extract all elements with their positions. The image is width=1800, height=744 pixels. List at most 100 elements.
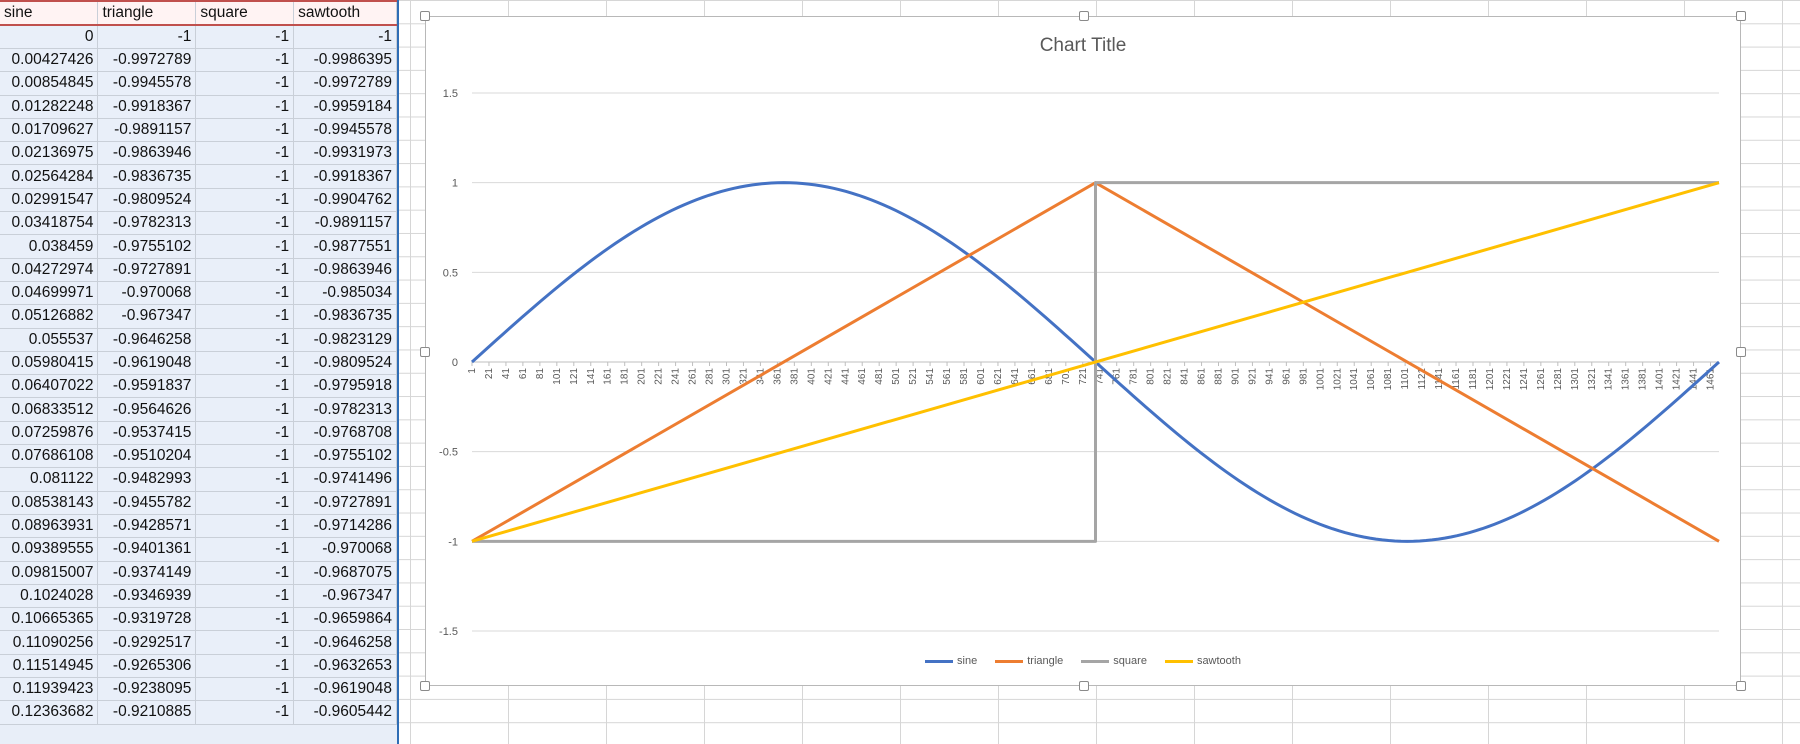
cell-triangle[interactable]: -0.9428571 xyxy=(97,514,197,539)
cell-triangle[interactable]: -0.9210885 xyxy=(97,700,197,725)
cell-sine[interactable]: 0.12363682 xyxy=(0,700,99,725)
cell-triangle[interactable]: -0.9537415 xyxy=(97,421,197,446)
data-table-range[interactable]: sine triangle square sawtooth 0 -1 -1 -1 0.0… xyxy=(0,0,399,744)
cell-sawtooth[interactable]: -0.9809524 xyxy=(293,351,397,376)
cell-sawtooth[interactable]: -0.9986395 xyxy=(293,48,397,73)
cell-sine[interactable]: 0.04272974 xyxy=(0,258,99,282)
cell-sawtooth[interactable]: -0.9945578 xyxy=(293,118,397,143)
cell-triangle[interactable]: -0.9401361 xyxy=(97,537,197,562)
cell-sine[interactable]: 0.00854845 xyxy=(0,71,99,96)
legend-item-sine[interactable]: sine xyxy=(925,655,977,667)
cell-triangle[interactable]: -0.9727891 xyxy=(97,258,197,282)
cell-sawtooth[interactable]: -0.9755102 xyxy=(293,444,397,469)
cell-triangle[interactable]: -0.9836735 xyxy=(97,164,197,189)
cell-sine[interactable]: 0.1024028 xyxy=(0,584,99,609)
cell-sine[interactable]: 0.09389555 xyxy=(0,537,99,562)
cell-square[interactable]: -1 xyxy=(195,677,295,702)
cell-sine[interactable]: 0.02564284 xyxy=(0,164,99,189)
cell-sawtooth[interactable]: -0.9619048 xyxy=(293,677,397,702)
cell-square[interactable]: -1 xyxy=(195,654,295,679)
cell-sawtooth[interactable]: -0.9659864 xyxy=(293,607,397,632)
cell-sawtooth[interactable]: -0.970068 xyxy=(293,537,397,562)
resize-handle-top[interactable] xyxy=(1079,11,1089,21)
cell-square[interactable]: -1 xyxy=(195,304,295,329)
cell-square[interactable]: -1 xyxy=(195,258,295,282)
cell-sawtooth[interactable]: -0.9891157 xyxy=(293,211,397,236)
cell-sine[interactable]: 0.09815007 xyxy=(0,561,99,585)
cell-sine[interactable]: 0.01282248 xyxy=(0,95,99,119)
cell-sine[interactable]: 0.11939423 xyxy=(0,677,99,702)
cell-triangle[interactable]: -0.9238095 xyxy=(97,677,197,702)
cell-triangle[interactable]: -0.9374149 xyxy=(97,561,197,585)
cell-sawtooth[interactable]: -0.9795918 xyxy=(293,374,397,399)
cell-sawtooth[interactable]: -0.985034 xyxy=(293,281,397,306)
legend-item-sawtooth[interactable]: sawtooth xyxy=(1164,655,1241,667)
cell-sawtooth[interactable]: -0.967347 xyxy=(293,584,397,609)
cell-triangle[interactable]: -0.9755102 xyxy=(97,234,197,259)
legend-item-square[interactable]: square xyxy=(1081,655,1147,667)
cell-sawtooth[interactable]: -0.9632653 xyxy=(293,654,397,679)
cell-sine[interactable]: 0.11514945 xyxy=(0,654,99,679)
cell-triangle[interactable]: -0.9782313 xyxy=(97,211,197,236)
resize-handle-top-left[interactable] xyxy=(420,11,430,21)
cell-square[interactable]: -1 xyxy=(195,584,295,609)
cell-square[interactable]: -1 xyxy=(195,71,295,96)
cell-square[interactable]: -1 xyxy=(195,211,295,236)
cell-triangle[interactable]: -0.967347 xyxy=(97,304,197,329)
column-header-square[interactable]: square xyxy=(195,0,295,26)
cell-square[interactable]: -1 xyxy=(195,630,295,655)
cell-triangle[interactable]: -0.9809524 xyxy=(97,188,197,213)
cell-sine[interactable]: 0.00427426 xyxy=(0,48,99,73)
cell-square[interactable]: -1 xyxy=(195,188,295,213)
cell-sawtooth[interactable]: -0.9714286 xyxy=(293,514,397,539)
cell-triangle[interactable]: -0.9646258 xyxy=(97,328,197,352)
cell-square[interactable]: -1 xyxy=(195,700,295,725)
cell-sawtooth[interactable]: -1 xyxy=(293,25,397,49)
resize-handle-bottom[interactable] xyxy=(1079,681,1089,691)
cell-square[interactable]: -1 xyxy=(195,467,295,492)
cell-square[interactable]: -1 xyxy=(195,561,295,585)
cell-triangle[interactable]: -0.9346939 xyxy=(97,584,197,609)
cell-sine[interactable]: 0.11090256 xyxy=(0,630,99,655)
cell-sawtooth[interactable]: -0.9972789 xyxy=(293,71,397,96)
column-header-sine[interactable]: sine xyxy=(0,0,99,26)
cell-square[interactable]: -1 xyxy=(195,164,295,189)
chart-legend[interactable]: sine triangle square sawtooth xyxy=(426,655,1740,667)
cell-sawtooth[interactable]: -0.9768708 xyxy=(293,421,397,446)
chart-title[interactable]: Chart Title xyxy=(1039,35,1127,56)
cell-triangle[interactable]: -0.9510204 xyxy=(97,444,197,469)
cell-sawtooth[interactable]: -0.9727891 xyxy=(293,491,397,515)
cell-triangle[interactable]: -0.9891157 xyxy=(97,118,197,143)
cell-sawtooth[interactable]: -0.9931973 xyxy=(293,141,397,166)
cell-sine[interactable]: 0.03418754 xyxy=(0,211,99,236)
cell-sine[interactable]: 0.06833512 xyxy=(0,397,99,422)
cell-triangle[interactable]: -0.9482993 xyxy=(97,467,197,492)
cell-sine[interactable]: 0.08963931 xyxy=(0,514,99,539)
column-header-sawtooth[interactable]: sawtooth xyxy=(293,0,397,26)
cell-sawtooth[interactable]: -0.9863946 xyxy=(293,258,397,282)
cell-triangle[interactable]: -0.9972789 xyxy=(97,48,197,73)
cell-sawtooth[interactable]: -0.9836735 xyxy=(293,304,397,329)
cell-square[interactable]: -1 xyxy=(195,397,295,422)
cell-sawtooth[interactable]: -0.9687075 xyxy=(293,561,397,585)
cell-sawtooth[interactable]: -0.9904762 xyxy=(293,188,397,213)
cell-sine[interactable]: 0.055537 xyxy=(0,328,99,352)
cell-square[interactable]: -1 xyxy=(195,281,295,306)
cell-sine[interactable]: 0.01709627 xyxy=(0,118,99,143)
cell-sine[interactable]: 0.07686108 xyxy=(0,444,99,469)
cell-sine[interactable]: 0.02136975 xyxy=(0,141,99,166)
cell-square[interactable]: -1 xyxy=(195,421,295,446)
cell-triangle[interactable]: -0.9863946 xyxy=(97,141,197,166)
cell-sine[interactable]: 0 xyxy=(0,25,99,49)
resize-handle-top-right[interactable] xyxy=(1736,11,1746,21)
cell-sine[interactable]: 0.05980415 xyxy=(0,351,99,376)
cell-triangle[interactable]: -0.9619048 xyxy=(97,351,197,376)
cell-square[interactable]: -1 xyxy=(195,328,295,352)
cell-square[interactable]: -1 xyxy=(195,25,295,49)
cell-sawtooth[interactable]: -0.9823129 xyxy=(293,328,397,352)
chart-object[interactable]: Chart Title 1.5 1 0.5 0 -0.5 -1 -1.5 1 21 41 61 81 1… xyxy=(420,11,1746,691)
cell-sine[interactable]: 0.04699971 xyxy=(0,281,99,306)
cell-square[interactable]: -1 xyxy=(195,95,295,119)
cell-triangle[interactable]: -0.9564626 xyxy=(97,397,197,422)
cell-sawtooth[interactable]: -0.9782313 xyxy=(293,397,397,422)
